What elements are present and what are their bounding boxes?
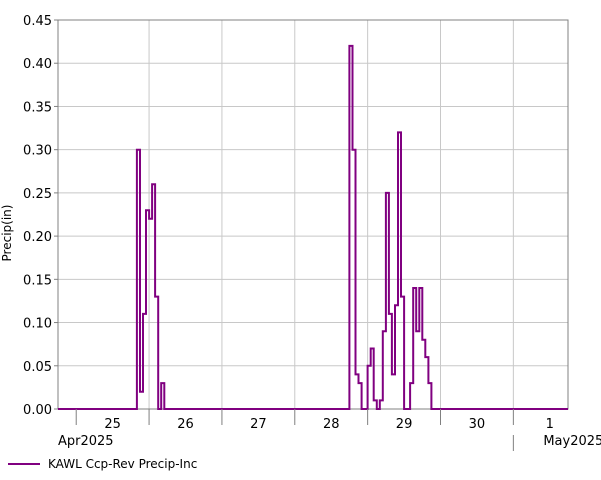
y-tick-label: 0.35 [23,100,52,115]
month-label: May2025 [543,434,601,449]
grid [58,19,568,410]
month-label: Apr2025 [58,434,114,449]
x-tick-label: 29 [396,417,413,432]
y-tick-label: 0.45 [23,14,52,29]
precip-series-line [58,44,568,410]
y-tick-label: 0.05 [23,360,52,375]
axes: 0.00 0.05 0.10 0.15 0.20 0.25 0.30 0.35 0.40 0.45… [23,14,601,451]
y-tick-label: 0.15 [23,273,52,288]
x-tick-label: 25 [104,417,121,432]
legend-swatch [8,463,40,465]
y-tick-label: 0.20 [23,230,52,245]
legend-label: KAWL Ccp-Rev Precip-Inc [48,457,198,471]
x-tick-label: 30 [469,417,486,432]
x-tick-label: 27 [250,417,267,432]
legend: KAWL Ccp-Rev Precip-Inc [8,457,197,471]
series-layer [58,44,568,410]
plot-area-frame [57,19,569,410]
x-tick-label: 1 [546,417,554,432]
y-tick-label: 0.00 [23,403,52,418]
y-tick-label: 0.10 [23,317,52,332]
y-axis-title: Precip(in) [0,205,14,262]
y-tick-label: 0.25 [23,187,52,202]
x-tick-label: 28 [323,417,340,432]
y-tick-label: 0.40 [23,57,52,72]
y-tick-label: 0.30 [23,144,52,159]
x-tick-label: 26 [177,417,194,432]
